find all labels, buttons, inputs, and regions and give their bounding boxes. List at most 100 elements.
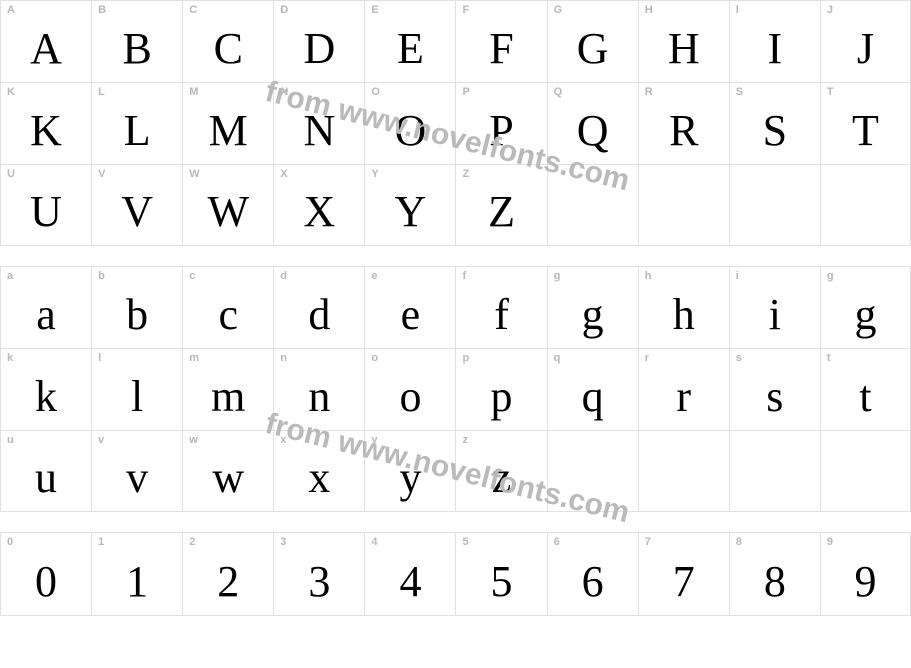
cell-label: M — [189, 86, 198, 98]
glyph-cell: LL — [91, 82, 182, 164]
cell-label: K — [7, 86, 15, 98]
cell-glyph: y — [365, 452, 455, 503]
glyph-cell — [547, 430, 638, 512]
cell-label: B — [98, 4, 106, 16]
cell-glyph: n — [274, 371, 364, 422]
cell-label: c — [189, 270, 195, 282]
cell-glyph: 4 — [365, 556, 455, 607]
cell-label: 7 — [645, 536, 651, 548]
cell-glyph: 6 — [548, 556, 638, 607]
cell-label: G — [554, 4, 563, 16]
cell-glyph: K — [1, 105, 91, 156]
cell-glyph: k — [1, 371, 91, 422]
cell-glyph: h — [639, 289, 729, 340]
glyph-cell: 11 — [91, 532, 182, 616]
cell-label: 9 — [827, 536, 833, 548]
glyph-cell: 44 — [364, 532, 455, 616]
cell-glyph: 5 — [456, 556, 546, 607]
glyph-cell: kk — [0, 348, 91, 430]
glyph-cell: ZZ — [455, 164, 546, 246]
cell-label: m — [189, 352, 199, 364]
glyph-cell: GG — [547, 0, 638, 82]
cell-glyph: s — [730, 371, 820, 422]
digits-grid: 00112233445566778899 — [0, 532, 911, 616]
cell-label: V — [98, 168, 105, 180]
glyph-cell — [638, 164, 729, 246]
glyph-cell: qq — [547, 348, 638, 430]
cell-glyph: M — [183, 105, 273, 156]
cell-label: 6 — [554, 536, 560, 548]
cell-glyph: u — [1, 452, 91, 503]
glyph-cell: YY — [364, 164, 455, 246]
cell-label: E — [371, 4, 378, 16]
cell-glyph: A — [1, 23, 91, 74]
glyph-cell: KK — [0, 82, 91, 164]
cell-label: k — [7, 352, 13, 364]
cell-label: z — [462, 434, 468, 446]
glyph-cell: cc — [182, 266, 273, 348]
glyph-cell: 22 — [182, 532, 273, 616]
cell-label: a — [7, 270, 13, 282]
glyph-cell: 55 — [455, 532, 546, 616]
cell-label: D — [280, 4, 288, 16]
cell-label: n — [280, 352, 287, 364]
glyph-cell: ww — [182, 430, 273, 512]
cell-label: A — [7, 4, 15, 16]
glyph-cell: WW — [182, 164, 273, 246]
cell-glyph: 8 — [730, 556, 820, 607]
cell-label: l — [98, 352, 101, 364]
glyph-cell: 00 — [0, 532, 91, 616]
glyph-cell: ss — [729, 348, 820, 430]
glyph-cell: JJ — [820, 0, 911, 82]
cell-glyph: R — [639, 105, 729, 156]
cell-label: d — [280, 270, 287, 282]
glyph-cell: 77 — [638, 532, 729, 616]
cell-glyph: L — [92, 105, 182, 156]
glyph-cell: MM — [182, 82, 273, 164]
glyph-cell: mm — [182, 348, 273, 430]
glyph-cell: tt — [820, 348, 911, 430]
glyph-cell — [820, 430, 911, 512]
glyph-cell: xx — [273, 430, 364, 512]
cell-glyph: a — [1, 289, 91, 340]
section-gap — [0, 246, 911, 266]
cell-label: g — [827, 270, 834, 282]
cell-label: U — [7, 168, 15, 180]
glyph-cell: yy — [364, 430, 455, 512]
cell-label: 1 — [98, 536, 104, 548]
glyph-cell: ll — [91, 348, 182, 430]
cell-label: v — [98, 434, 104, 446]
cell-glyph: l — [92, 371, 182, 422]
cell-label: I — [736, 4, 739, 16]
glyph-cell: 66 — [547, 532, 638, 616]
cell-glyph: Y — [365, 186, 455, 237]
cell-glyph: d — [274, 289, 364, 340]
cell-glyph: i — [730, 289, 820, 340]
glyph-cell: bb — [91, 266, 182, 348]
cell-label: R — [645, 86, 653, 98]
glyph-cell: OO — [364, 82, 455, 164]
glyph-cell: nn — [273, 348, 364, 430]
glyph-cell: dd — [273, 266, 364, 348]
cell-label: q — [554, 352, 561, 364]
glyph-cell: aa — [0, 266, 91, 348]
cell-glyph: 7 — [639, 556, 729, 607]
cell-label: o — [371, 352, 378, 364]
glyph-cell: NN — [273, 82, 364, 164]
cell-label: u — [7, 434, 14, 446]
glyph-cell: vv — [91, 430, 182, 512]
cell-glyph: e — [365, 289, 455, 340]
glyph-cell — [547, 164, 638, 246]
cell-glyph: b — [92, 289, 182, 340]
section-gap — [0, 512, 911, 532]
glyph-cell: DD — [273, 0, 364, 82]
cell-label: i — [736, 270, 739, 282]
cell-glyph: W — [183, 186, 273, 237]
glyph-cell: CC — [182, 0, 273, 82]
cell-glyph: 3 — [274, 556, 364, 607]
cell-label: x — [280, 434, 286, 446]
upper-grid: AABBCCDDEEFFGGHHIIJJKKLLMMNNOOPPQQRRSSTT… — [0, 0, 911, 246]
cell-glyph: J — [821, 23, 910, 74]
cell-label: p — [462, 352, 469, 364]
cell-glyph: w — [183, 452, 273, 503]
